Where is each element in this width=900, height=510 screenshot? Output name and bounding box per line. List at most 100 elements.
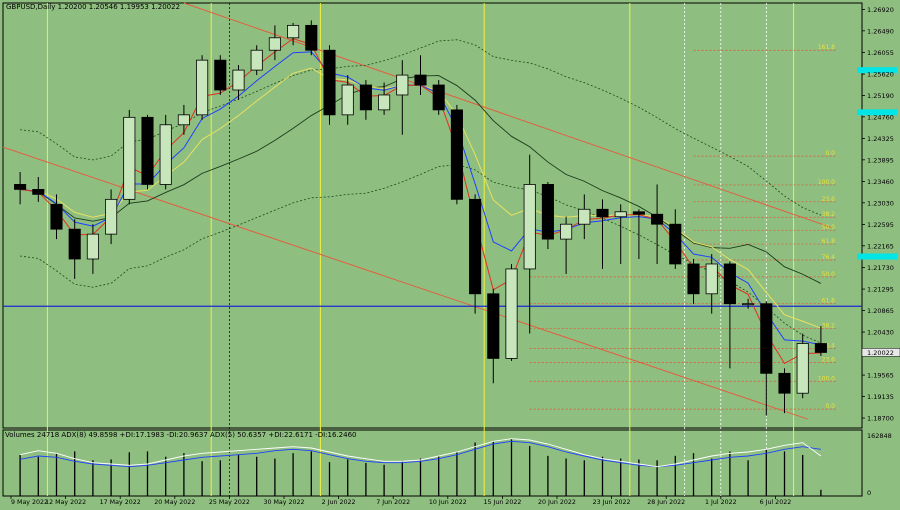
candle-body: [669, 223, 682, 265]
price-highlight-marker: [857, 109, 897, 116]
price-highlight-marker: [857, 253, 897, 260]
candle-body: [196, 59, 209, 116]
date-tick-label: 20 Jun 2022: [538, 499, 576, 506]
current-price-box: [861, 348, 900, 357]
candle-body: [778, 372, 791, 394]
date-tick-label: 30 May 2022: [263, 499, 304, 506]
candle-body: [232, 69, 245, 91]
date-tick-label: 20 May 2022: [154, 499, 195, 506]
fibo-level-label: 50.0: [822, 224, 836, 231]
candle-body: [359, 84, 372, 111]
candle-body: [86, 233, 99, 260]
price-tick-label: 1.22595: [867, 221, 894, 229]
fibo-level-label: 61.8: [822, 238, 836, 245]
price-plot-frame: [2, 2, 863, 429]
candle-body: [177, 114, 190, 126]
price-tick-label: 1.19565: [867, 372, 894, 380]
date-tick-label: 7 Jun 2022: [376, 499, 410, 506]
candle-body: [614, 211, 627, 218]
price-tick-label: 1.21295: [867, 286, 894, 294]
price-tick-label: 1.20865: [867, 307, 894, 315]
candle-body: [396, 74, 409, 96]
bollinger-upper-line: [20, 39, 822, 216]
price-tick-label: 1.23030: [867, 199, 894, 207]
candle-body: [14, 184, 27, 190]
price-tick-label: 1.23460: [867, 178, 894, 186]
candle-body: [287, 24, 300, 39]
candle-body: [141, 116, 154, 185]
date-tick-label: 6 Jul 2022: [760, 499, 792, 506]
price-tick-label: 1.23895: [867, 156, 894, 164]
candle-body: [450, 109, 463, 200]
candle-body: [414, 74, 427, 86]
price-tick-label: 1.22165: [867, 242, 894, 250]
date-tick-label: 23 Jun 2022: [593, 499, 631, 506]
channel-lower-line: [2, 146, 808, 420]
candle-body: [523, 184, 536, 270]
candle-body: [250, 49, 263, 71]
candle-body: [432, 84, 445, 111]
indicator-plot-frame: [2, 429, 863, 497]
price-tick-label: 1.21730: [867, 264, 894, 272]
price-tick-label: 1.24760: [867, 113, 894, 121]
fibo-level-label: 38.2: [822, 323, 836, 330]
ohlc-values: 1.20200 1.20546 1.19953 1.20022: [57, 3, 181, 11]
candle-body: [632, 211, 645, 215]
price-tick-label: 1.26490: [867, 27, 894, 35]
date-tick-label: 10 Jun 2022: [429, 499, 467, 506]
symbol-label: GBPUSD,Daily: [6, 3, 56, 11]
fibo-level-label: 61.8: [822, 298, 836, 305]
candle-body: [760, 303, 773, 374]
date-tick-label: 25 May 2022: [209, 499, 250, 506]
price-tick-label: 1.26055: [867, 49, 894, 57]
candle-body: [487, 293, 500, 359]
volume-max-label: 162848: [867, 432, 892, 440]
candle-body: [723, 263, 736, 305]
date-tick-label: 12 May 2022: [45, 499, 86, 506]
candle-body: [159, 124, 172, 185]
price-tick-label: 1.25190: [867, 92, 894, 100]
fibo-level-label: 76.4: [822, 254, 836, 261]
fibo-level-label: 161.8: [818, 44, 835, 51]
candle-body: [378, 94, 391, 111]
bollinger-lower-line: [20, 164, 822, 344]
candle-body: [596, 208, 609, 218]
chart-header-icon: GBPUSD,Daily 1.20200 1.20546 1.19953 1.2…: [6, 3, 180, 11]
date-tick-label: 28 Jun 2022: [647, 499, 685, 506]
candle-body: [32, 189, 45, 195]
price-tick-label: 1.26920: [867, 6, 894, 14]
candle-body: [505, 268, 518, 359]
candle-body: [123, 116, 136, 200]
indicator-header: Volumes 24718 ADX(8) 49.8598 +DI:17.1983…: [5, 431, 357, 439]
candle-body: [796, 343, 809, 394]
date-tick-label: 15 Jun 2022: [483, 499, 521, 506]
candle-body: [578, 208, 591, 225]
fibo-level-label: 23.6: [822, 356, 836, 363]
price-highlight-marker: [857, 67, 897, 74]
fibo-level-label: 100.0: [818, 179, 835, 186]
candle-body: [50, 203, 63, 230]
candle-body: [323, 49, 336, 116]
date-tick-label: 1 Jul 2022: [705, 499, 737, 506]
candle-body: [541, 184, 554, 240]
candle-body: [705, 263, 718, 295]
fibo-level-label: 0.0: [825, 403, 835, 410]
fibo-level-label: 38.2: [822, 211, 836, 218]
candle-body: [305, 24, 318, 51]
fibo-level-label: 100.0: [818, 375, 835, 382]
date-tick-label: 9 May 2022: [11, 499, 48, 506]
candle-body: [214, 59, 227, 91]
fibo-level-label: 50.0: [822, 271, 836, 278]
candle-body: [651, 213, 664, 225]
candle-body: [268, 37, 281, 51]
price-tick-label: 1.18700: [867, 415, 894, 423]
price-tick-label: 1.25620: [867, 71, 894, 79]
candle-body: [341, 84, 354, 116]
fibo-level-label: 0.0: [825, 150, 835, 157]
adx8-line: [20, 440, 821, 468]
fibo-level-label: 23.6: [822, 196, 836, 203]
candle-body: [560, 223, 573, 240]
candle-body: [469, 198, 482, 295]
